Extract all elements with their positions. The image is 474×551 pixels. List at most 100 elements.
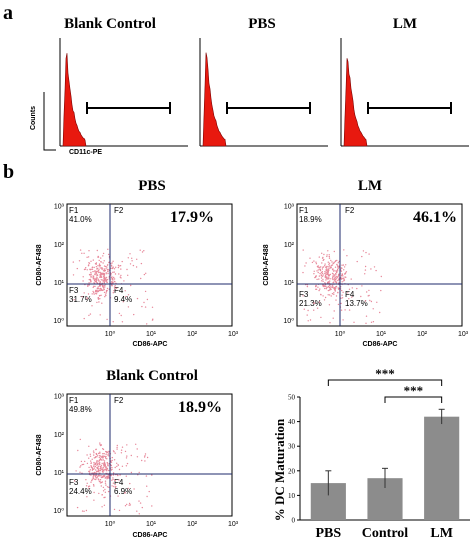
- gate-percentage: 46.1%: [413, 209, 457, 226]
- dot: [135, 266, 138, 268]
- dot: [330, 286, 332, 288]
- dot: [97, 286, 100, 288]
- dot: [103, 265, 106, 267]
- y-tick-label: 10¹: [284, 280, 295, 287]
- dot: [88, 487, 90, 489]
- dot: [110, 265, 113, 267]
- dot: [105, 294, 107, 297]
- dot: [324, 265, 326, 267]
- quadrant-name-f3: F3: [69, 286, 79, 295]
- dot: [369, 299, 371, 302]
- dot: [320, 277, 323, 279]
- dot: [135, 443, 137, 445]
- dot: [99, 294, 101, 297]
- dot: [379, 311, 381, 314]
- dot: [146, 298, 149, 301]
- plot-frame: [296, 203, 463, 327]
- dot: [302, 271, 304, 274]
- dot: [103, 287, 105, 289]
- dot: [327, 281, 329, 283]
- dot: [112, 292, 115, 294]
- dot: [113, 271, 115, 273]
- dot: [336, 264, 338, 266]
- dot: [110, 461, 113, 463]
- dot: [151, 306, 154, 308]
- dot: [95, 469, 97, 471]
- dot: [316, 278, 318, 281]
- dot: [99, 479, 102, 481]
- dot: [337, 303, 340, 306]
- dot: [133, 313, 135, 316]
- dot: [87, 284, 89, 286]
- dot: [336, 277, 338, 279]
- dot: [332, 317, 334, 319]
- quadrant-value-f3: 21.3%: [299, 299, 322, 308]
- dot: [144, 455, 146, 457]
- dot: [87, 265, 90, 267]
- dot: [76, 506, 79, 509]
- dot: [139, 502, 142, 504]
- dot: [96, 456, 98, 458]
- dot: [341, 277, 343, 280]
- y-tick-label: 10⁰: [283, 317, 294, 325]
- dot: [80, 460, 83, 463]
- dot: [141, 305, 143, 308]
- dot: [131, 260, 133, 262]
- dot: [84, 268, 87, 270]
- y-tick-label: 10³: [54, 204, 65, 211]
- y-tick-label: 40: [288, 418, 296, 426]
- dot: [98, 263, 101, 265]
- dot: [335, 299, 337, 301]
- dot: [337, 279, 339, 282]
- dot: [328, 255, 330, 258]
- dot: [110, 267, 112, 269]
- dot: [102, 464, 105, 466]
- dot: [98, 475, 101, 477]
- dot: [89, 278, 92, 281]
- dot: [342, 275, 344, 277]
- dot: [113, 268, 116, 270]
- dot: [90, 273, 92, 275]
- dot: [338, 265, 340, 267]
- dot: [102, 456, 104, 458]
- dot: [81, 296, 83, 298]
- dot: [327, 261, 329, 263]
- dot: [328, 304, 331, 306]
- dot: [313, 273, 315, 275]
- dot: [89, 469, 92, 471]
- dot: [307, 320, 309, 322]
- dot: [95, 278, 97, 280]
- dot: [91, 479, 93, 482]
- dot: [103, 504, 106, 506]
- x-tick-label: 10³: [228, 521, 239, 528]
- dot: [103, 269, 106, 271]
- dot: [88, 445, 90, 447]
- dot: [373, 266, 376, 268]
- dot: [92, 275, 94, 277]
- dot: [93, 485, 95, 487]
- dotplot-ylabel: CD80-AF488: [36, 244, 43, 285]
- dot: [99, 267, 101, 269]
- dot: [117, 266, 120, 269]
- histogram-peak: [202, 52, 227, 147]
- dot: [96, 463, 99, 465]
- dot: [129, 504, 132, 506]
- dot: [328, 262, 331, 264]
- dot: [113, 276, 115, 279]
- dot: [106, 318, 108, 321]
- dot: [127, 306, 130, 308]
- dot: [326, 269, 328, 271]
- dot: [104, 480, 107, 482]
- dot: [334, 276, 336, 279]
- dotplot-lm: LM CD80-AF488 CD86-APC 46.1% F1 18.9% F2…: [263, 178, 469, 348]
- quadrant-name-f3: F3: [299, 290, 309, 299]
- dot: [337, 262, 339, 264]
- dot: [324, 263, 326, 265]
- dot: [325, 273, 327, 276]
- dot: [86, 454, 88, 456]
- dot: [102, 274, 105, 276]
- dot: [319, 272, 321, 275]
- dot: [321, 252, 323, 254]
- plot-frame: [66, 203, 233, 327]
- dot: [351, 287, 353, 289]
